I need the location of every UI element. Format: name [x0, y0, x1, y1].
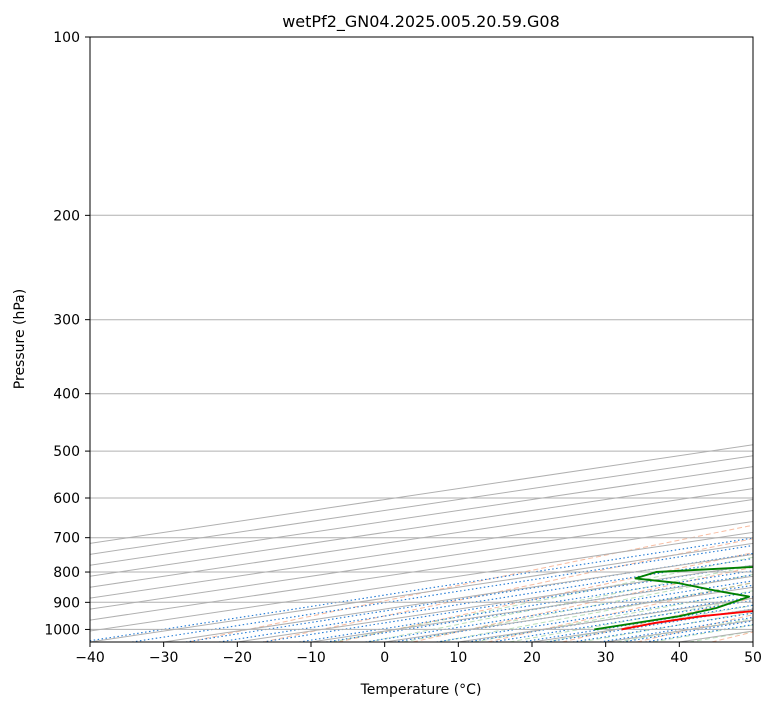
- x-tick-label: 50: [744, 650, 762, 666]
- x-tick-label: −40: [75, 650, 105, 666]
- y-tick-label: 600: [53, 491, 80, 507]
- y-tick-label: 400: [53, 387, 80, 403]
- y-axis-label: Pressure (hPa): [12, 289, 28, 389]
- y-tick-label: 200: [53, 208, 80, 224]
- x-tick-label: 0: [380, 650, 389, 666]
- x-tick-label: 20: [523, 650, 541, 666]
- y-tick-label: 1000: [44, 622, 80, 638]
- x-tick-label: 10: [449, 650, 467, 666]
- x-tick-label: −20: [223, 650, 253, 666]
- x-tick-label: 30: [597, 650, 615, 666]
- y-tick-label: 100: [53, 30, 80, 46]
- x-tick-label: −30: [149, 650, 179, 666]
- chart-title: wetPf2_GN04.2025.005.20.59.G08: [282, 12, 560, 32]
- x-axis-label: Temperature (°C): [360, 682, 482, 698]
- y-tick-label: 800: [53, 565, 80, 581]
- y-tick-label: 900: [53, 595, 80, 611]
- y-tick-label: 500: [53, 444, 80, 460]
- y-tick-label: 700: [53, 531, 80, 547]
- x-tick-label: −10: [296, 650, 326, 666]
- x-tick-label: 40: [670, 650, 688, 666]
- y-tick-label: 300: [53, 313, 80, 329]
